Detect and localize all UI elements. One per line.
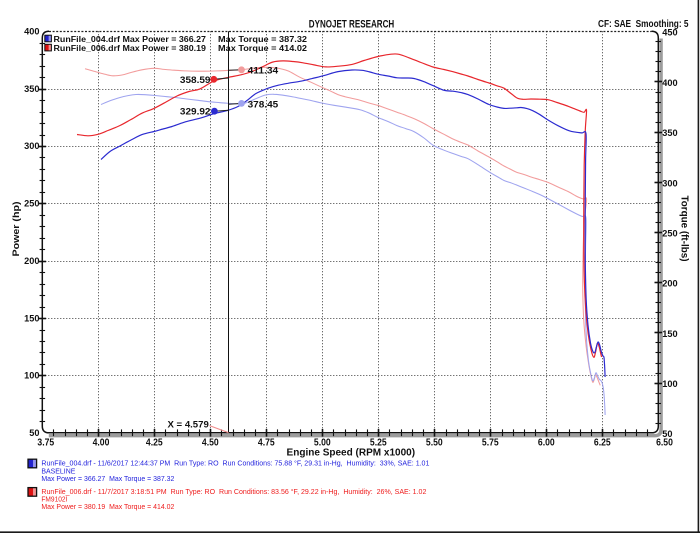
svg-text:RunFile_006.drf Max Power = 38: RunFile_006.drf Max Power = 380.19 (54, 44, 207, 53)
svg-text:5.25: 5.25 (370, 438, 387, 449)
svg-text:250: 250 (662, 229, 677, 239)
svg-text:RunFile_006.drf - 11/7/2017 3:: RunFile_006.drf - 11/7/2017 3:18:51 PM R… (41, 487, 426, 496)
svg-text:250: 250 (24, 199, 39, 209)
svg-text:Torque (ft-lbs): Torque (ft-lbs) (679, 196, 690, 262)
svg-text:6.00: 6.00 (538, 438, 555, 449)
svg-text:RunFile_004.drf Max Power = 36: RunFile_004.drf Max Power = 366.27 (54, 35, 207, 44)
svg-text:5.75: 5.75 (482, 438, 499, 449)
svg-text:400: 400 (24, 27, 39, 37)
svg-text:4.75: 4.75 (258, 438, 275, 449)
svg-text:400: 400 (662, 78, 677, 88)
svg-text:6.25: 6.25 (594, 438, 611, 449)
svg-text:Max Power = 380.19 Max Torque: Max Power = 380.19 Max Torque = 414.02 (41, 502, 174, 511)
svg-text:450: 450 (662, 28, 677, 38)
svg-text:200: 200 (662, 279, 677, 289)
svg-text:Power (hp): Power (hp) (11, 202, 22, 257)
svg-text:150: 150 (662, 329, 677, 339)
svg-text:Max Torque = 414.02: Max Torque = 414.02 (218, 44, 308, 53)
svg-text:150: 150 (24, 313, 39, 323)
svg-text:X = 4.579: X = 4.579 (168, 419, 209, 430)
svg-text:350: 350 (662, 128, 677, 138)
svg-text:6.50: 6.50 (656, 438, 673, 449)
svg-text:378.45: 378.45 (248, 99, 279, 109)
svg-text:300: 300 (662, 178, 677, 188)
svg-text:200: 200 (24, 256, 39, 266)
svg-text:Max Torque = 387.32: Max Torque = 387.32 (218, 35, 308, 44)
svg-text:3.75: 3.75 (37, 438, 54, 449)
svg-text:DYNOJET RESEARCH: DYNOJET RESEARCH (309, 19, 395, 31)
svg-text:4.00: 4.00 (93, 438, 110, 449)
svg-text:329.92: 329.92 (180, 107, 211, 117)
svg-text:CF: SAE Smoothing: 5: CF: SAE Smoothing: 5 (598, 19, 689, 30)
svg-text:Engine Speed (RPM x1000): Engine Speed (RPM x1000) (287, 447, 416, 459)
svg-text:RunFile_004.drf - 11/6/2017 12: RunFile_004.drf - 11/6/2017 12:44:37 PM … (41, 458, 429, 467)
svg-text:50: 50 (29, 428, 39, 438)
svg-text:100: 100 (662, 379, 677, 389)
svg-text:300: 300 (24, 141, 39, 151)
svg-text:350: 350 (24, 84, 39, 94)
svg-text:50: 50 (662, 429, 672, 439)
svg-text:5.50: 5.50 (426, 438, 443, 449)
svg-text:Max Power = 366.27 Max Torque: Max Power = 366.27 Max Torque = 387.32 (41, 474, 174, 483)
svg-text:BASELINE: BASELINE (41, 467, 75, 476)
svg-text:4.50: 4.50 (202, 438, 219, 449)
svg-text:358.59: 358.59 (180, 75, 211, 85)
svg-text:411.34: 411.34 (248, 65, 279, 75)
svg-text:100: 100 (24, 371, 39, 381)
svg-text:4.25: 4.25 (146, 438, 163, 449)
svg-text:5.00: 5.00 (314, 438, 331, 449)
svg-text:FM9102I: FM9102I (41, 495, 67, 504)
